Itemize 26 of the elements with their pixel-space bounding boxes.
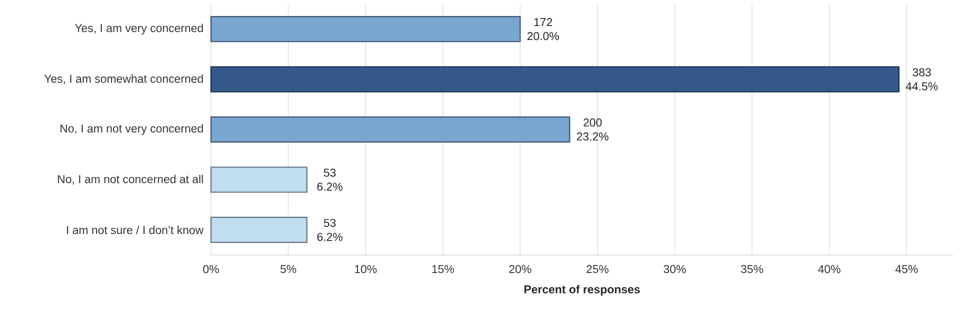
y-tick-label: Yes, I am very concerned	[74, 24, 203, 34]
x-tick-label: 40%	[818, 265, 840, 274]
x-tick-label: 30%	[664, 265, 686, 274]
x-tick-label: 25%	[586, 265, 609, 274]
data-label: 200 23.2%	[576, 118, 608, 141]
y-tick-label: No, I am not very concerned	[60, 124, 203, 135]
y-tick-label: I am not sure / I don’t know	[67, 226, 204, 234]
bar	[210, 116, 570, 143]
y-tick-label: No, I am not concerned at all	[58, 174, 203, 185]
data-label: 172 20.0%	[527, 18, 559, 40]
bar	[210, 166, 308, 193]
bar	[210, 66, 900, 92]
y-tick-label: Yes, I am somewhat concerned	[44, 74, 203, 84]
data-label: 53 6.2%	[317, 168, 342, 191]
data-label: 383 44.5%	[906, 68, 938, 90]
x-axis-title: Percent of responses	[524, 284, 640, 296]
x-tick-label: 0%	[203, 265, 219, 274]
x-tick-label: 15%	[432, 265, 454, 274]
x-tick-label: 45%	[895, 265, 918, 274]
x-tick-label: 5%	[280, 265, 296, 274]
x-tick-label: 35%	[741, 265, 764, 274]
bar	[210, 216, 308, 243]
bar	[210, 16, 521, 42]
x-tick-label: 10%	[354, 265, 377, 274]
x-tick-label: 20%	[509, 265, 532, 274]
data-label: 53 6.2%	[317, 218, 342, 241]
